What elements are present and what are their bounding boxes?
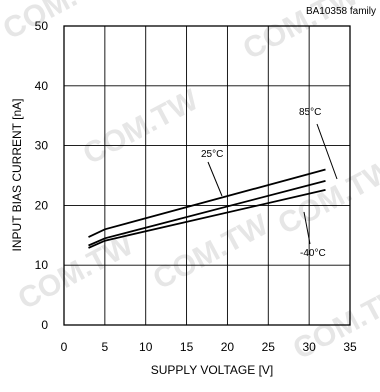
annotation-leader xyxy=(207,161,223,197)
x-tick-label: 20 xyxy=(221,340,235,354)
y-tick-label: 0 xyxy=(41,318,48,332)
series-line-1 xyxy=(88,180,326,247)
x-tick-label: 35 xyxy=(343,340,357,354)
x-tick-label: 30 xyxy=(302,340,316,354)
x-axis-title: SUPPLY VOLTAGE [V] xyxy=(151,363,274,377)
x-tick-label: 25 xyxy=(262,340,276,354)
x-tick-label: 5 xyxy=(102,340,109,354)
series-layer xyxy=(88,168,326,249)
x-tick-label: 10 xyxy=(139,340,153,354)
annotation-label: -40°C xyxy=(300,248,326,259)
grid xyxy=(64,26,350,325)
y-tick-labels: 0 10 20 30 40 50 xyxy=(35,19,49,332)
y-axis-title: INPUT BIAS CURRENT [nA] xyxy=(10,99,24,252)
x-tick-label: 0 xyxy=(61,340,68,354)
chart-title: BA10358 family xyxy=(306,6,376,17)
annotation-leader xyxy=(303,211,311,245)
annotations: 25°C 85°C -40°C xyxy=(201,107,338,259)
y-tick-label: 30 xyxy=(35,139,49,153)
watermark-text: COM.TW xyxy=(13,228,139,316)
y-tick-label: 50 xyxy=(35,19,49,33)
watermark-text: COM.TW xyxy=(0,0,124,46)
series-line-0 xyxy=(88,168,326,238)
plot-frame xyxy=(63,25,351,326)
y-tick-label: 20 xyxy=(35,198,49,212)
watermark-text: COM.TW xyxy=(273,153,380,241)
watermark-text: COM.TW xyxy=(78,83,204,171)
annotation-label: 85°C xyxy=(299,107,321,118)
y-tick-label: 40 xyxy=(35,79,49,93)
y-tick-label: 10 xyxy=(35,258,49,272)
x-tick-label: 15 xyxy=(180,340,194,354)
annotation-leader xyxy=(316,123,338,180)
annotation-label: 25°C xyxy=(201,149,223,160)
watermark-text: COM.TW xyxy=(148,208,274,296)
series-line-2 xyxy=(88,189,326,249)
x-tick-labels: 0 5 10 15 20 25 30 35 xyxy=(61,340,357,354)
